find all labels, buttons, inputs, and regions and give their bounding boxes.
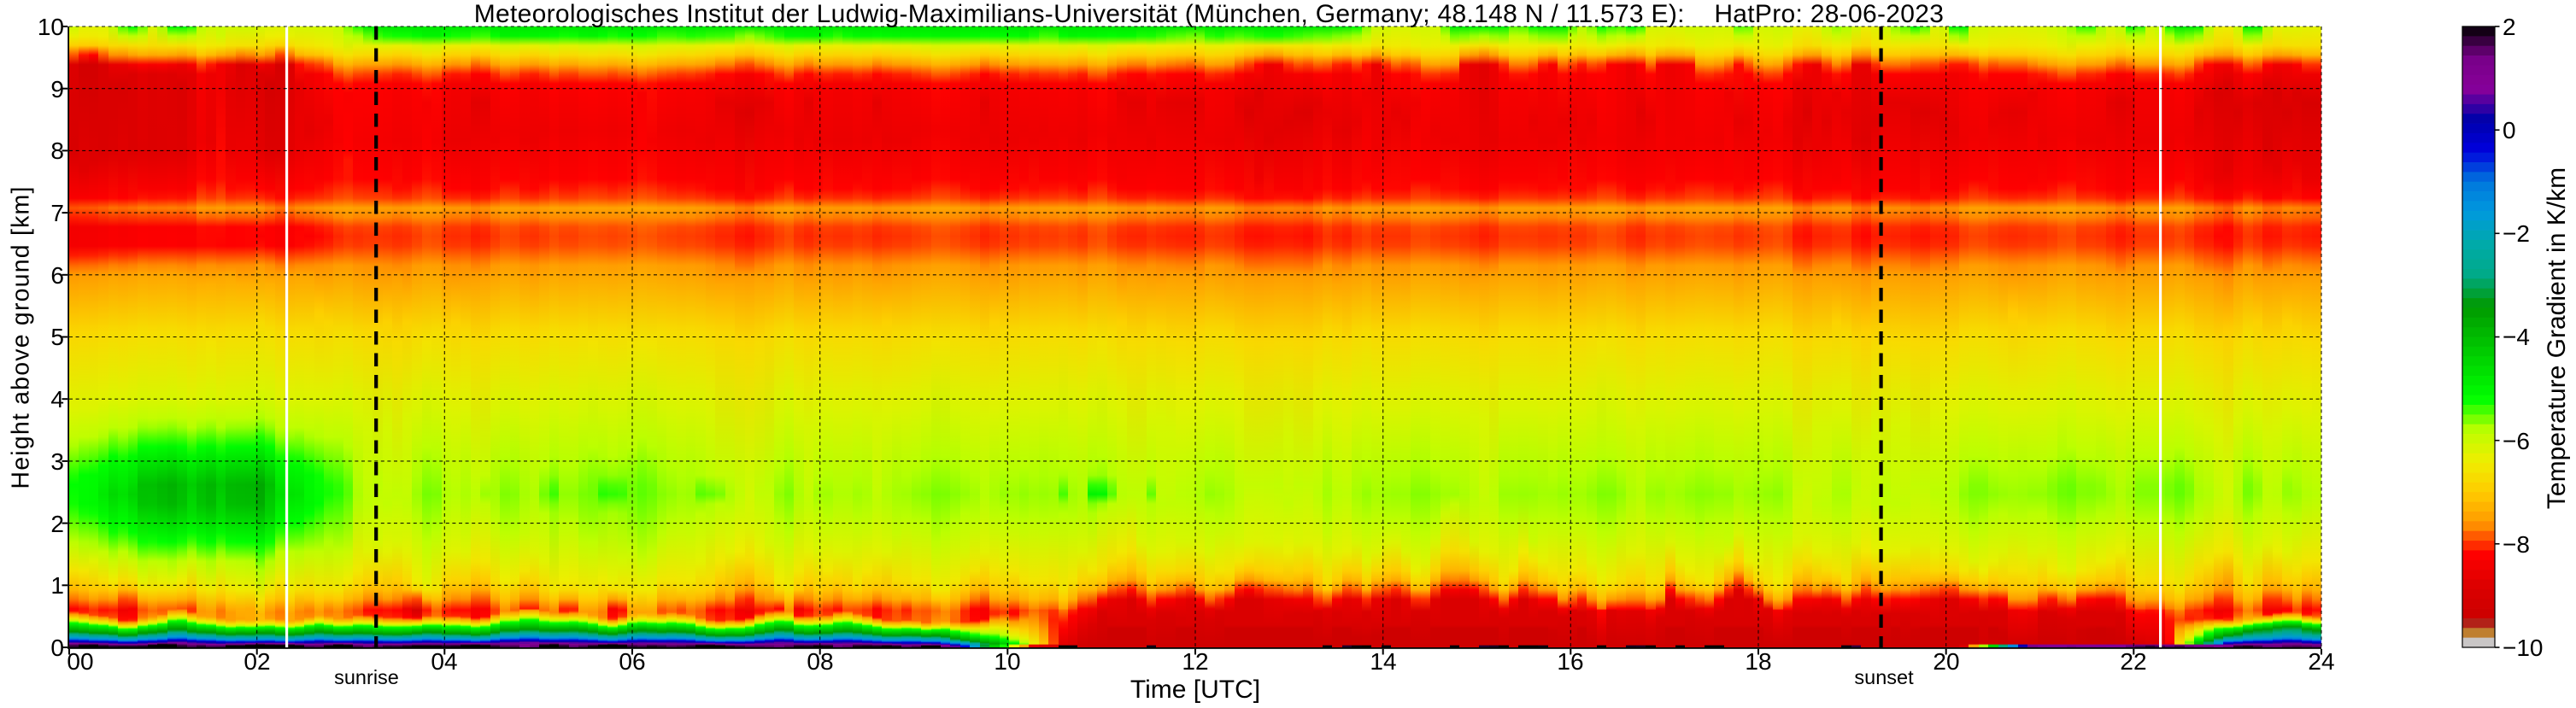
svg-text:12: 12 bbox=[1182, 648, 1208, 675]
svg-text:sunrise: sunrise bbox=[334, 666, 399, 688]
svg-text:00: 00 bbox=[67, 648, 93, 675]
svg-text:2: 2 bbox=[2503, 14, 2516, 40]
svg-text:Time [UTC]: Time [UTC] bbox=[1130, 676, 1260, 704]
svg-text:04: 04 bbox=[431, 648, 457, 675]
svg-text:2: 2 bbox=[50, 511, 64, 537]
svg-text:−6: −6 bbox=[2503, 428, 2530, 454]
svg-text:0: 0 bbox=[50, 635, 64, 661]
svg-text:−10: −10 bbox=[2503, 635, 2544, 661]
svg-text:10: 10 bbox=[994, 648, 1020, 675]
svg-text:02: 02 bbox=[244, 648, 270, 675]
svg-text:7: 7 bbox=[50, 200, 64, 226]
svg-text:14: 14 bbox=[1370, 648, 1396, 675]
svg-text:10: 10 bbox=[38, 14, 64, 40]
svg-text:08: 08 bbox=[807, 648, 833, 675]
svg-text:06: 06 bbox=[619, 648, 645, 675]
svg-text:18: 18 bbox=[1745, 648, 1771, 675]
svg-text:Height above ground [km]: Height above ground [km] bbox=[8, 185, 35, 489]
svg-text:22: 22 bbox=[2120, 648, 2146, 675]
svg-text:Meteorologisches Institut der: Meteorologisches Institut der Ludwig-Max… bbox=[474, 0, 1944, 28]
svg-text:−8: −8 bbox=[2503, 531, 2530, 558]
svg-text:16: 16 bbox=[1557, 648, 1583, 675]
svg-text:20: 20 bbox=[1933, 648, 1959, 675]
svg-text:5: 5 bbox=[50, 324, 64, 350]
svg-text:24: 24 bbox=[2308, 648, 2334, 675]
svg-text:Temperature Gradient in K/km: Temperature Gradient in K/km bbox=[2543, 167, 2571, 509]
svg-text:1: 1 bbox=[50, 572, 64, 599]
svg-text:sunset: sunset bbox=[1854, 666, 1914, 688]
svg-text:6: 6 bbox=[50, 262, 64, 289]
svg-text:−4: −4 bbox=[2503, 324, 2530, 350]
svg-text:3: 3 bbox=[50, 448, 64, 475]
svg-text:−2: −2 bbox=[2503, 220, 2530, 247]
svg-text:9: 9 bbox=[50, 76, 64, 102]
svg-text:0: 0 bbox=[2503, 117, 2516, 143]
svg-text:8: 8 bbox=[50, 138, 64, 164]
svg-text:4: 4 bbox=[50, 386, 64, 413]
